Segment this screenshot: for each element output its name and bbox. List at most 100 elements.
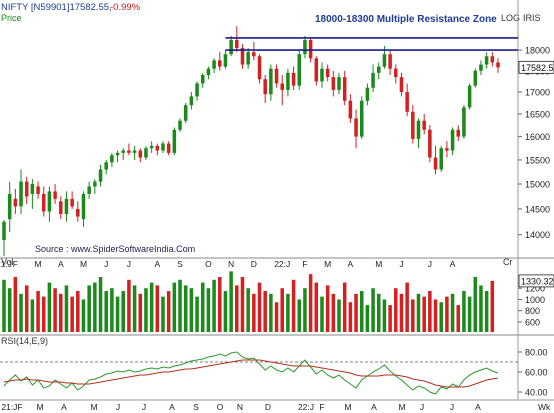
candle-body [303,39,307,55]
price-x-tick-label: J [399,259,403,269]
price-x-tick-label: N [228,259,234,269]
volume-bar [411,299,415,332]
rsi-tick-label: 60.00 [525,368,548,378]
change-label: -0.99% [110,2,141,13]
volume-bar [212,279,216,332]
volume-bar [484,291,489,332]
volume-bar [286,293,290,332]
candle-body [218,60,222,67]
volume-bar [13,276,18,332]
volume-bar [456,305,461,332]
price-tick-label: 15000 [525,180,550,190]
volume-bar [41,296,46,332]
candle-body [496,62,500,68]
rsi-tick-label: 80.00 [525,348,548,358]
volume-bar [240,276,245,332]
candle-body [132,150,137,153]
candle-body [19,181,23,207]
candle-body [98,169,103,182]
candle-body [286,72,290,90]
price-tick-label: 14000 [525,230,550,240]
candle-body [308,39,313,59]
volume-bar [218,276,222,332]
volume-bar [280,288,284,332]
volume-bar [252,293,256,332]
rsi-x-tick-label: M [398,402,405,412]
rsi-x-tick-label: N [237,402,243,412]
volume-bar [274,302,279,332]
resistance-lines [225,37,518,51]
candle-body [462,107,466,137]
volume-bar [246,288,250,332]
grid-layer [0,0,554,401]
candle-body [456,129,461,137]
candle-body [206,68,211,75]
volume-bar [64,285,69,332]
volume-bar [110,288,114,332]
volume-bar [200,282,205,332]
candle-body [53,191,57,199]
candle-body [382,54,387,67]
volume-last-label: 1330.32 [521,276,554,286]
volume-bar [376,293,381,332]
rsi-x-tick-label: A [169,402,175,412]
candle-body [138,150,143,158]
candle-body [257,56,262,80]
candle-body [183,105,188,121]
symbol-label: NIFTY [N59901]17582.55, [1,2,112,13]
rsi-tick-label: 40.00 [525,388,548,398]
candle-body [36,186,40,194]
volume-bar [166,291,171,332]
candle-body [479,64,483,71]
candle-body [246,52,250,65]
volume-bar [257,282,262,332]
candle-body [76,208,80,217]
volume-bar [144,288,148,332]
price-tick-label: 14500 [525,204,550,214]
candle-body [325,68,330,78]
volume-bar [183,285,188,332]
volume-bar [450,293,455,332]
candle-body [240,48,245,65]
price-x-tick-label: M [324,259,331,269]
price-x-tick-label: M [80,259,87,269]
volume-bar [93,282,97,332]
rsi-x-tick-label: O [217,402,224,412]
x-axis-unit-label: Wk [538,402,551,412]
candle-body [212,60,216,69]
rsi-x-tick-label: 21:JF [1,402,22,412]
volume-bar [490,280,495,332]
volume-bar [104,291,108,332]
candle-body [445,148,449,151]
candle-body [411,111,415,139]
rsi-lines [0,351,518,395]
volume-bar [2,279,6,332]
candle-body [490,56,495,63]
price-x-tick-label: A [450,259,456,269]
resistance-zone-label: 18000-18300 Multiple Resistance Zone [315,14,497,25]
rsi-x-tick-label: M [90,402,97,412]
last-price-label: 17582.5 [521,63,554,73]
rsi-x-tick-label: F [319,402,324,412]
volume-bar [416,293,421,332]
volume-bar [394,288,398,332]
candle-body [433,157,438,170]
volume-bar [303,288,307,332]
rsi-x-tick-label: J [450,402,454,412]
volume-bar [24,285,29,332]
volume-tick-label: 600 [525,317,540,327]
volume-bar [223,291,228,332]
rsi-x-tick-label: D [265,402,271,412]
candle-body [252,52,256,57]
candle-body [64,198,69,215]
candle-body [30,184,35,194]
rsi-x-tick-label: M [344,402,351,412]
volume-bar [399,293,404,332]
candle-body [161,143,165,151]
price-tick-label: 15500 [525,155,550,165]
volume-bar [371,288,375,332]
candle-body [13,198,18,207]
volume-bar [155,285,160,332]
candle-body [81,193,86,220]
volume-bar [172,282,177,332]
